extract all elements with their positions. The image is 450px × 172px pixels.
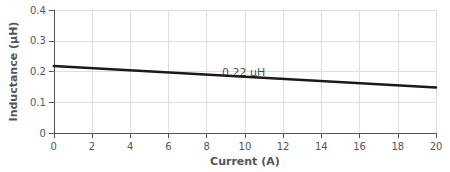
svg-text:2: 2 (89, 141, 95, 152)
svg-text:20: 20 (430, 141, 443, 152)
svg-text:0.2: 0.2 (30, 66, 46, 77)
svg-text:16: 16 (353, 141, 366, 152)
svg-text:14: 14 (315, 141, 328, 152)
svg-text:6: 6 (165, 141, 171, 152)
svg-text:10: 10 (239, 141, 252, 152)
svg-text:0.4: 0.4 (30, 5, 46, 16)
svg-text:12: 12 (277, 141, 290, 152)
svg-text:8: 8 (203, 141, 209, 152)
svg-text:0.1: 0.1 (30, 97, 46, 108)
svg-text:0: 0 (39, 128, 45, 139)
svg-text:0.3: 0.3 (30, 35, 46, 46)
svg-text:Inductance (μH): Inductance (μH) (7, 22, 20, 122)
svg-text:Current (A): Current (A) (210, 155, 280, 168)
svg-text:0: 0 (51, 141, 57, 152)
svg-text:4: 4 (127, 141, 133, 152)
svg-text:18: 18 (391, 141, 404, 152)
svg-text:0.22 μH: 0.22 μH (222, 65, 266, 79)
